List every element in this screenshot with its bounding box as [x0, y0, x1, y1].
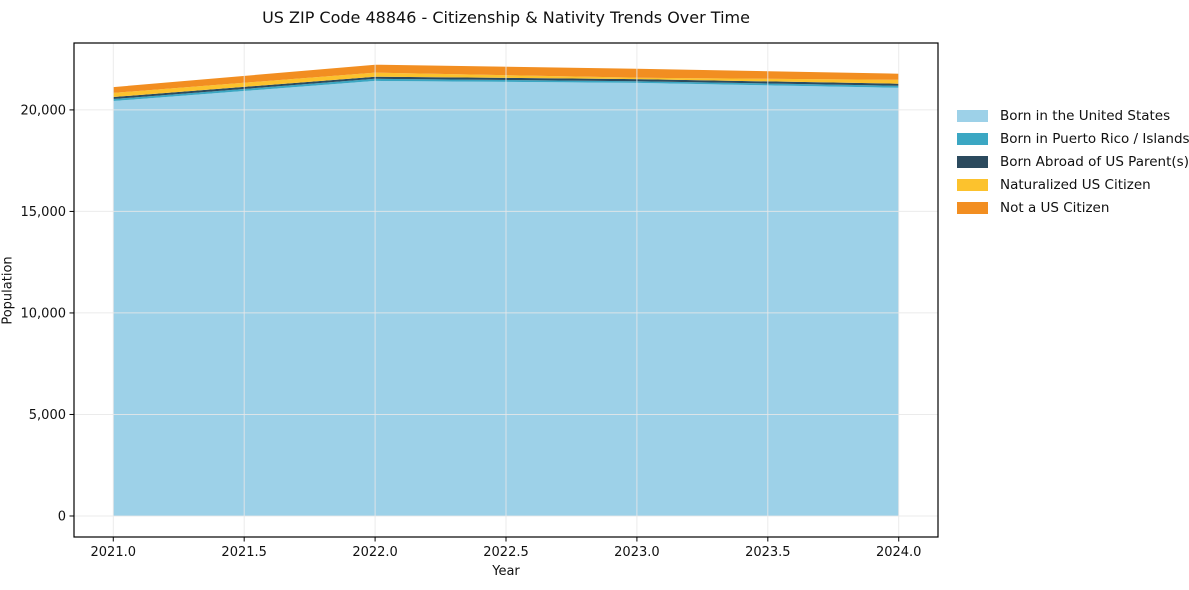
- legend-label: Born Abroad of US Parent(s): [1000, 153, 1189, 170]
- legend-entry: Born in the United States: [957, 104, 1189, 127]
- x-tick-label: 2024.0: [876, 545, 922, 560]
- x-tick-label: 2023.5: [745, 545, 791, 560]
- legend-entry: Born in Puerto Rico / Islands: [957, 127, 1189, 150]
- y-tick-label: 0: [58, 509, 66, 524]
- x-tick-label: 2022.5: [483, 545, 529, 560]
- stack-area-1: [113, 78, 899, 101]
- legend: Born in the United States Born in Puerto…: [957, 104, 1189, 219]
- legend-swatch-icon: [957, 109, 988, 122]
- legend-label: Naturalized US Citizen: [1000, 176, 1151, 193]
- x-axis-label: Year: [492, 564, 520, 579]
- legend-swatch-icon: [957, 132, 988, 145]
- y-tick-label: 20,000: [21, 103, 67, 118]
- stack-area-3: [113, 72, 899, 97]
- stack-area-4: [113, 64, 899, 93]
- legend-entry: Naturalized US Citizen: [957, 173, 1189, 196]
- x-tick-label: 2023.0: [614, 545, 660, 560]
- legend-label: Born in the United States: [1000, 107, 1171, 124]
- x-tick-label: 2021.0: [91, 545, 137, 560]
- stack-area-2: [113, 76, 899, 99]
- legend-entry: Born Abroad of US Parent(s): [957, 150, 1189, 173]
- legend-entry: Not a US Citizen: [957, 196, 1189, 219]
- x-tick-label: 2021.5: [221, 545, 267, 560]
- chart-title: US ZIP Code 48846 - Citizenship & Nativi…: [262, 8, 750, 27]
- y-tick-label: 15,000: [21, 205, 67, 220]
- legend-swatch-icon: [957, 201, 988, 214]
- legend-swatch-icon: [957, 155, 988, 168]
- x-tick-label: 2022.0: [352, 545, 398, 560]
- y-tick-label: 5,000: [29, 408, 66, 423]
- legend-label: Not a US Citizen: [1000, 199, 1110, 216]
- y-tick-label: 10,000: [21, 306, 67, 321]
- legend-label: Born in Puerto Rico / Islands: [1000, 130, 1189, 147]
- legend-swatch-icon: [957, 178, 988, 191]
